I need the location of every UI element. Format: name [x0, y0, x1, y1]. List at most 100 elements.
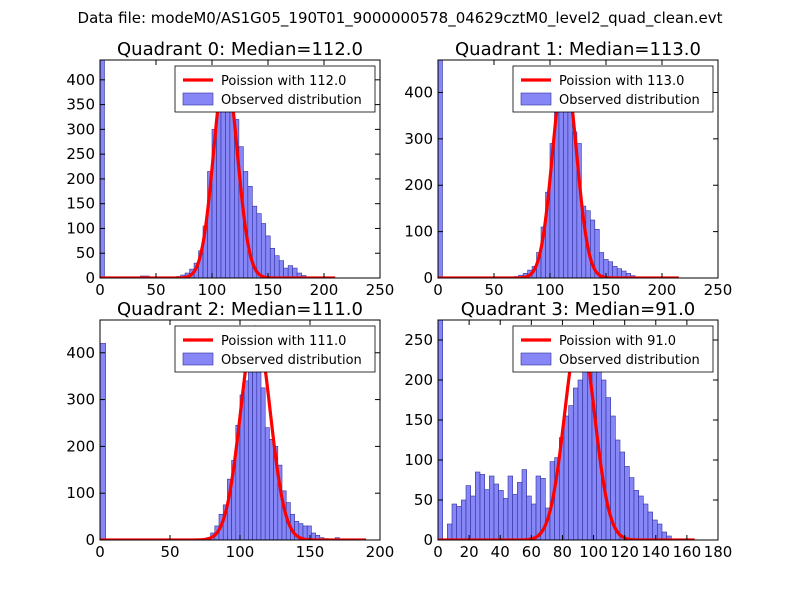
histogram-bar — [615, 439, 621, 540]
y-tick-label: 200 — [404, 176, 433, 194]
chart-panel-quadrant-1: 0 50 100 150 200 250 0 100 200 300 400 Quadrant 1: … — [404, 39, 732, 299]
histogram-bar — [456, 506, 462, 540]
y-tick-label: 50 — [414, 491, 433, 509]
axes-frame — [99, 59, 381, 279]
x-tick-label: 40 — [491, 543, 510, 561]
x-tick-label: 0 — [433, 543, 443, 561]
x-tick-label: 100 — [536, 281, 565, 299]
histogram-bar — [568, 405, 574, 540]
chart-panel-quadrant-3: 0 20 40 60 80 100 120 140 160 180050100150200250Q… — [404, 299, 732, 561]
histogram-bar — [629, 477, 635, 540]
legend-label-observed: Observed distribution — [221, 93, 362, 108]
y-tick-label: 0 — [423, 269, 433, 287]
y-tick-label: 100 — [404, 223, 433, 241]
histogram-bar — [512, 494, 518, 540]
legend-label-fit: Poission with 113.0 — [559, 74, 684, 89]
legend-bar-swatch — [182, 92, 214, 106]
x-tick-label: 100 — [579, 543, 608, 561]
x-tick-label: 160 — [673, 543, 702, 561]
histogram-bar — [264, 427, 270, 540]
legend-bar-swatch — [520, 352, 552, 366]
legend-label-fit: Poission with 91.0 — [559, 334, 676, 349]
histogram-bar — [638, 495, 644, 540]
chart-panel-quadrant-0: 0 50 100 150 200 250 0 50 100 150 200 250 300 350 400 Q… — [66, 39, 394, 299]
histogram-bar — [256, 352, 262, 540]
x-tick-label: 150 — [254, 281, 283, 299]
plot-area — [438, 320, 695, 540]
histogram-bar — [465, 485, 471, 540]
chart-title: Quadrant 0: Median=112.0 — [117, 39, 363, 60]
histogram-bar — [260, 387, 266, 540]
x-tick-label: 200 — [366, 543, 395, 561]
histogram-bar — [479, 474, 485, 540]
y-tick-label: 0 — [423, 531, 433, 549]
histogram-bar — [666, 535, 672, 540]
histogram-bar — [647, 511, 653, 540]
y-tick-label: 150 — [66, 195, 95, 213]
y-tick-label: 0 — [85, 269, 95, 287]
histogram-bar — [619, 451, 625, 540]
histogram-bar — [624, 466, 630, 540]
x-tick-label: 20 — [460, 543, 479, 561]
histogram-bar — [531, 503, 537, 540]
x-tick-label: 250 — [704, 281, 733, 299]
histogram-bar — [657, 523, 663, 540]
histogram-bar — [507, 475, 513, 540]
y-tick-label: 250 — [66, 145, 95, 163]
histogram-bar — [563, 415, 569, 540]
histogram-bar — [256, 213, 262, 278]
legend-label-observed: Observed distribution — [559, 353, 700, 368]
y-tick-label: 400 — [66, 344, 95, 362]
axes-frame — [437, 319, 719, 541]
histogram-bar — [582, 351, 588, 540]
histogram-bar — [489, 475, 495, 540]
histogram-bar — [567, 106, 573, 278]
y-tick-label: 400 — [404, 83, 433, 101]
y-tick-label: 250 — [404, 331, 433, 349]
x-tick-label: 50 — [160, 543, 179, 561]
y-tick-label: 350 — [66, 96, 95, 114]
histogram-bar — [265, 235, 271, 278]
histogram-bar — [243, 380, 249, 540]
chart-title: Quadrant 2: Median=111.0 — [117, 299, 363, 320]
histogram-bar — [484, 489, 490, 540]
legend-label-fit: Poission with 112.0 — [221, 74, 346, 89]
histogram-bar — [451, 503, 457, 540]
histogram-bar — [573, 387, 579, 540]
histogram-bar — [535, 475, 541, 540]
x-tick-label: 0 — [433, 281, 443, 299]
y-tick-label: 300 — [404, 130, 433, 148]
y-tick-label: 400 — [66, 71, 95, 89]
figure-suptitle: Data file: modeM0/AS1G05_190T01_90000005… — [78, 9, 723, 28]
histogram-bar — [517, 482, 523, 540]
histogram-bar — [526, 495, 532, 540]
y-tick-label: 0 — [85, 531, 95, 549]
histogram-bar — [601, 379, 607, 540]
histogram-bar — [470, 495, 476, 540]
y-tick-label: 300 — [66, 391, 95, 409]
histogram-bar — [100, 60, 105, 278]
x-tick-label: 250 — [366, 281, 395, 299]
y-tick-label: 200 — [66, 437, 95, 455]
histogram-bar — [438, 60, 443, 278]
x-tick-label: 200 — [310, 281, 339, 299]
chart-title: Quadrant 3: Median=91.0 — [461, 299, 696, 320]
legend-label-observed: Observed distribution — [559, 93, 700, 108]
histogram-bar — [447, 523, 453, 540]
x-tick-label: 100 — [198, 281, 227, 299]
histogram-bar — [577, 379, 583, 540]
histogram-bar — [498, 490, 504, 540]
histogram-bar — [652, 519, 658, 540]
histogram-bar — [269, 247, 276, 278]
legend-bar-swatch — [182, 352, 214, 366]
x-tick-label: 180 — [704, 543, 733, 561]
x-tick-label: 60 — [522, 543, 541, 561]
histogram-bar — [278, 260, 284, 278]
y-tick-label: 100 — [66, 484, 95, 502]
x-tick-label: 0 — [95, 543, 105, 561]
x-tick-label: 150 — [592, 281, 621, 299]
x-tick-label: 200 — [648, 281, 677, 299]
histogram-bar — [274, 255, 280, 278]
y-tick-label: 100 — [66, 219, 95, 237]
